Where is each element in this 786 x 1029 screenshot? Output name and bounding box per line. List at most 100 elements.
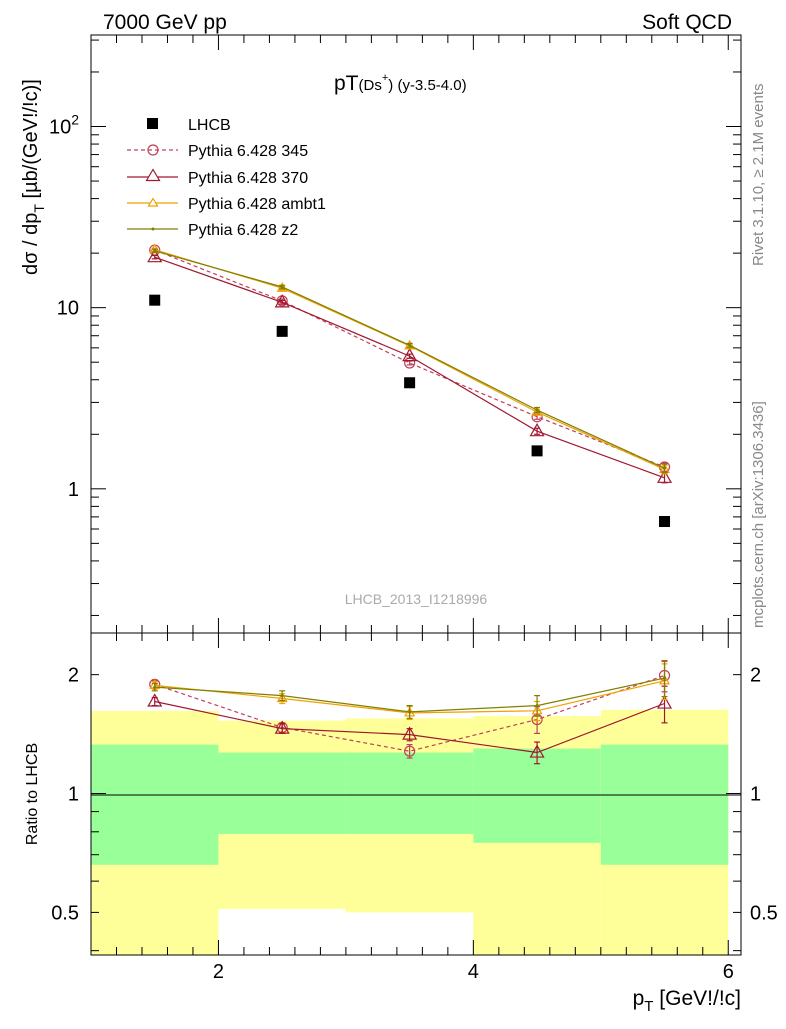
main-point-z2 [406,342,413,348]
legend: LHCB Pythia 6.428 345 Pythia 6.428 370 P… [127,117,326,239]
ratio-point-ambt1-marker [276,692,288,703]
xtick-label: 2 [213,961,224,983]
ratio-point-p370-marker [147,693,163,707]
main-ticks [90,35,741,633]
header-energy: 7000 GeV pp [103,11,227,34]
ratio-band-inner [218,752,346,834]
legend-label-p370: Pythia 6.428 370 [188,170,308,187]
main-point-p370-marker [147,248,163,263]
main-ytick-label-exp: 2 [71,112,79,128]
main-point-lhcb [659,516,671,528]
main-data-layer [147,243,673,528]
main-point-lhcb [276,325,288,337]
ratio-series-p370 [147,685,673,765]
ratio-point-z2-marker [535,704,539,708]
xtick-label: 6 [723,961,734,983]
ratio-point-z2 [406,704,413,719]
plot-title: pT(Ds+) (y-3.5-4.0) [334,72,467,95]
ratio-band-inner [91,744,219,865]
legend-label-lhcb: LHCB [188,117,231,134]
main-ytick-label: 10 [57,298,79,320]
legend-marker-p345 [147,144,159,156]
main-ylabel-sub: T [31,204,47,213]
ratio-point-p370 [529,741,545,765]
ratio-point-p370 [402,726,418,742]
plot-title-sub: (Ds [359,77,382,94]
ratio-band-inner [345,752,474,834]
main-series-p370 [147,248,673,484]
legend-marker-ambt1 [147,197,159,207]
header-category: Soft QCD [642,11,732,34]
x-axis-label-text: p [633,987,645,1010]
x-axis-label-sub: T [644,998,653,1015]
main-point-lhcb-marker [276,325,288,337]
main-point-p370-marker [657,469,673,483]
main-series-lhcb [149,294,671,528]
main-ytick-label-base: 10 [49,117,71,139]
ratio-point-z2-marker [280,694,284,698]
xtick-label: 4 [468,961,479,983]
ratio-point-z2 [534,695,541,717]
main-point-p345 [404,357,416,369]
legend-item-ambt1: Pythia 6.428 ambt1 [127,196,326,213]
ratio-ytick-label-right: 1 [750,784,761,806]
main-point-z2 [151,248,158,253]
main-point-lhcb-marker [404,377,416,389]
ratio-panel: 0.5 0.5 1 1 2 2 2 4 6 Ratio to LHCB pT [GeV!/!c… [24,632,778,1015]
main-point-lhcb-marker [149,294,161,306]
legend-label-z2: Pythia 6.428 z2 [188,222,298,239]
ratio-ytick-label-right: 2 [750,665,761,687]
legend-item-lhcb: LHCB [147,117,231,134]
legend-label-p345: Pythia 6.428 345 [188,143,308,160]
main-point-z2-marker [280,285,284,289]
ratio-bands [91,709,729,955]
ratio-ytick-label-right: 0.5 [750,902,778,924]
main-point-p370-marker [529,422,545,437]
ratio-ytick-label-left: 1 [68,784,79,806]
ratio-point-z2 [661,660,668,698]
ratio-point-z2-marker [153,685,157,689]
ratio-point-z2-marker [408,710,412,714]
main-point-z2 [279,284,286,290]
main-point-z2-marker [535,408,539,412]
main-point-p370 [402,347,418,362]
ratio-ytick-labels: 0.5 0.5 1 1 2 2 [51,665,778,925]
main-point-lhcb [149,294,161,306]
rivet-version-label: Rivet 3.1.10, ≥ 2.1M events [750,84,767,267]
plot-title-tail: ) (y-3.5-4.0) [388,77,466,94]
xtick-labels: 2 4 6 [213,961,734,983]
main-ytick-label: 1 [68,479,79,501]
ratio-ytick-label-left: 2 [68,665,79,687]
analysis-watermark: LHCB_2013_I1218996 [345,591,488,607]
main-point-z2-marker [408,343,412,347]
plot-title-main: pT [334,72,359,95]
legend-item-p370: Pythia 6.428 370 [127,168,308,187]
main-point-z2-marker [663,466,667,470]
plot-title-sup: + [382,72,388,84]
legend-label-ambt1: Pythia 6.428 ambt1 [188,196,326,213]
ratio-data-layer [147,660,673,765]
ratio-point-p370-marker [529,744,545,758]
main-point-lhcb-marker [659,516,671,528]
main-point-p370 [529,422,545,437]
x-axis-label: pT [GeV!/!c] [633,987,741,1015]
ratio-point-z2-marker [663,676,667,680]
main-point-p370-marker [274,294,290,308]
main-point-lhcb [531,445,543,457]
ratio-point-p370 [274,720,290,734]
main-ylabel-text: dσ / dp [20,213,42,275]
ratio-series-z2 [151,660,668,719]
main-line-p345 [154,249,665,468]
main-point-lhcb [404,377,416,389]
ratio-point-p345-marker [404,745,416,757]
ratio-band-inner [600,744,729,865]
main-point-z2 [534,406,541,414]
legend-marker-z2 [151,227,155,231]
ratio-point-z2 [151,682,158,692]
legend-marker-lhcb [147,118,158,129]
main-point-lhcb-marker [531,445,543,457]
ratio-point-p370-marker [402,726,418,740]
